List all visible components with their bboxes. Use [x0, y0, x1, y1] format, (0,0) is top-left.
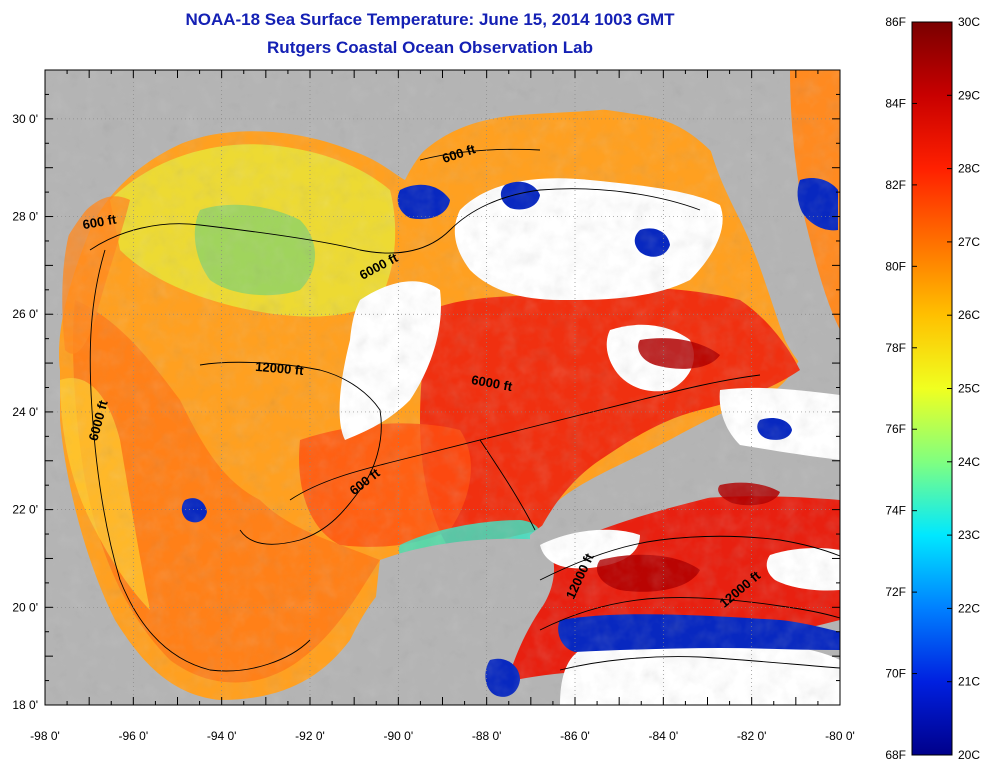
colorbar-celsius-label: 25C: [958, 382, 980, 396]
texture-overlay: [45, 70, 840, 705]
colorbar-celsius-label: 21C: [958, 675, 980, 689]
colorbar-celsius-label: 28C: [958, 162, 980, 176]
colorbar-fahrenheit-label: 70F: [885, 667, 906, 681]
map-subtitle: Rutgers Coastal Ocean Observation Lab: [267, 38, 593, 57]
colorbar-fahrenheit-label: 68F: [885, 748, 906, 762]
latitude-label: 20 0': [12, 600, 38, 614]
longitude-label: -82 0': [737, 729, 767, 743]
colorbar-celsius-label: 22C: [958, 601, 980, 615]
colorbar-celsius-label: 30C: [958, 15, 980, 29]
longitude-label: -94 0': [207, 729, 237, 743]
colorbar-fahrenheit-label: 82F: [885, 178, 906, 192]
colorbar-fahrenheit-label: 86F: [885, 15, 906, 29]
colorbar-fahrenheit-label: 74F: [885, 504, 906, 518]
colorbar-ticks: [912, 21, 952, 756]
colorbar-celsius-label: 24C: [958, 455, 980, 469]
axis-ticks: [44, 69, 840, 706]
latitude-label: 22 0': [12, 503, 38, 517]
latitude-label: 30 0': [12, 112, 38, 126]
colorbar-celsius-labels: 30C 29C 28C 27C 26C 25C 24C 23C 22C 21C 20C: [958, 15, 980, 762]
colorbar-celsius-label: 27C: [958, 235, 980, 249]
latitude-label: 18 0': [12, 698, 38, 712]
longitude-label: -88 0': [472, 729, 502, 743]
longitude-label: -96 0': [119, 729, 149, 743]
latitude-labels: 18 0' 20 0' 22 0' 24 0' 26 0' 28 0' 30 0': [12, 112, 38, 712]
graticule: [45, 70, 840, 705]
colorbar-fahrenheit-label: 80F: [885, 259, 906, 273]
longitude-labels: -98 0' -96 0' -94 0' -92 0' -90 0' -88 0' -86 …: [30, 729, 855, 743]
colorbar-fahrenheit-label: 72F: [885, 585, 906, 599]
longitude-label: -86 0': [560, 729, 590, 743]
latitude-label: 24 0': [12, 405, 38, 419]
colorbar-fahrenheit-label: 78F: [885, 341, 906, 355]
bathymetry-contours: [89, 148, 840, 672]
contour-label: 6000 ft: [470, 372, 514, 394]
latitude-label: 26 0': [12, 307, 38, 321]
contour-label: 12000 ft: [255, 359, 305, 378]
contour-label: 600 ft: [81, 211, 118, 232]
longitude-label: -98 0': [30, 729, 60, 743]
colorbar: 86F 84F 82F 80F 78F 76F 74F 72F 70F 68F 30C 29C 28C…: [885, 15, 980, 762]
colorbar-fahrenheit-label: 84F: [885, 96, 906, 110]
map-title: NOAA-18 Sea Surface Temperature: June 15…: [185, 10, 675, 29]
colorbar-gradient: [911, 21, 953, 756]
longitude-label: -90 0': [384, 729, 414, 743]
colorbar-fahrenheit-labels: 86F 84F 82F 80F 78F 76F 74F 72F 70F 68F: [885, 15, 906, 762]
colorbar-celsius-label: 23C: [958, 528, 980, 542]
colorbar-fahrenheit-label: 76F: [885, 422, 906, 436]
colorbar-celsius-label: 29C: [958, 88, 980, 102]
colorbar-celsius-label: 26C: [958, 308, 980, 322]
colorbar-celsius-label: 20C: [958, 748, 980, 762]
longitude-label: -92 0': [295, 729, 325, 743]
longitude-label: -84 0': [649, 729, 679, 743]
latitude-label: 28 0': [12, 210, 38, 224]
longitude-label: -80 0': [825, 729, 855, 743]
